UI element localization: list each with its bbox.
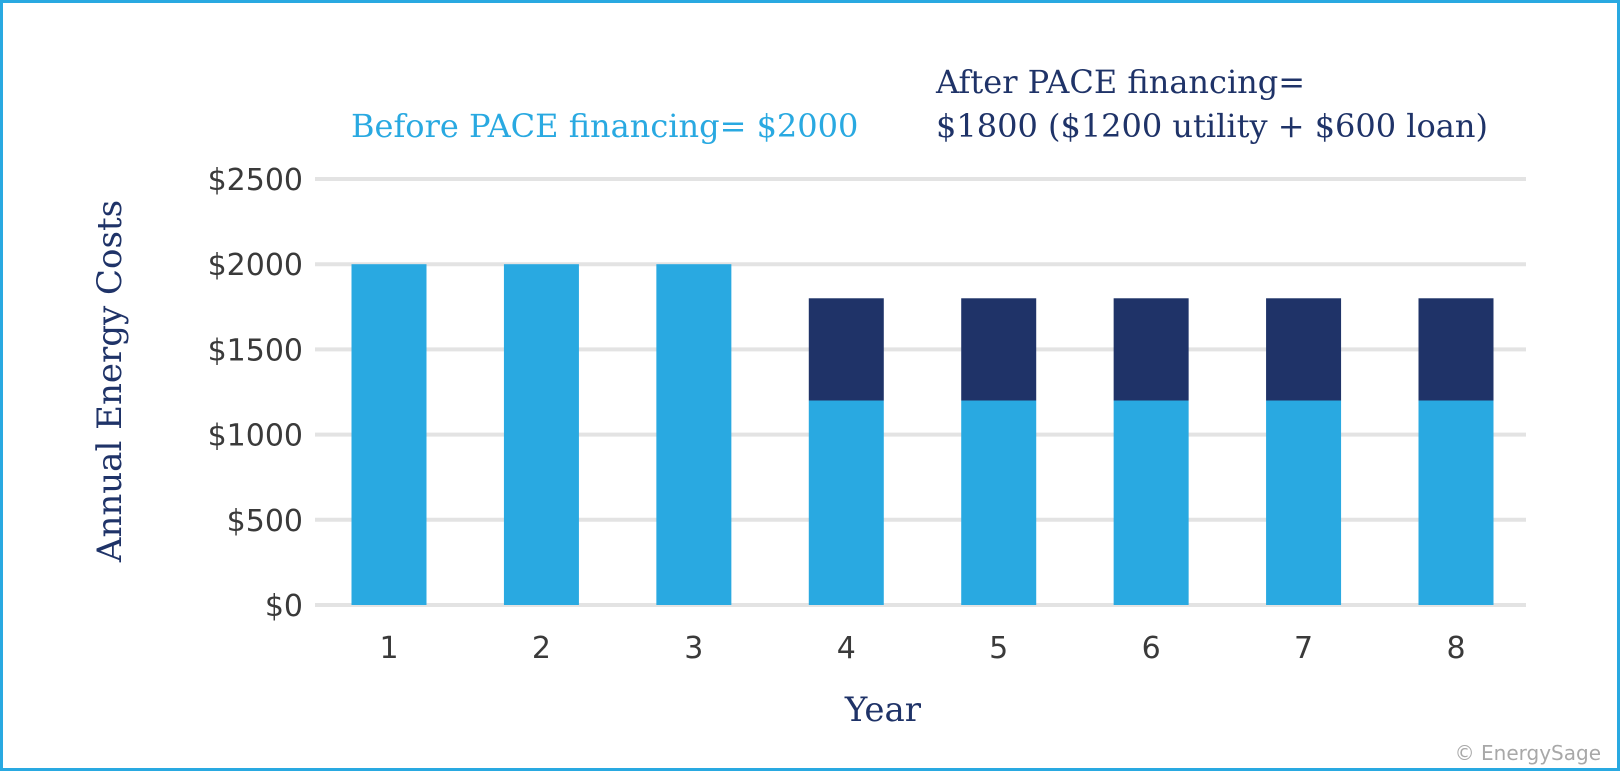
bar-segment-base [351,264,427,605]
bar-segment-top [961,298,1037,401]
x-tick-label: 6 [1142,631,1161,666]
y-tick-label: $1000 [208,419,303,454]
x-tick-label: 3 [684,631,703,666]
x-axis-title: Year [844,690,922,730]
y-tick-label: $2500 [208,163,303,198]
x-tick-label: 5 [989,631,1008,666]
x-tick-label: 1 [379,631,398,666]
y-tick-label: $2000 [208,248,303,283]
bar-chart: $0 $500 $1000 $1500 $2000 $2500 1 2 3 4 5 6 7 8 Annu… [90,63,1601,765]
y-tick-label: $500 [227,504,303,539]
x-tick-label: 4 [837,631,856,666]
gridlines [315,177,1526,607]
bar-segment-base [961,400,1037,605]
y-tick-label: $1500 [208,333,303,368]
x-tick-labels: 1 2 3 4 5 6 7 8 [379,631,1465,666]
bar-segment-base [503,264,579,605]
bar-segment-base [1266,400,1342,605]
x-tick-label: 8 [1446,631,1465,666]
bar-segment-base [656,264,732,605]
bar-segment-base [1418,400,1494,605]
annotation-before-pace: Before PACE financing= $2000 [351,107,858,145]
x-tick-label: 2 [532,631,551,666]
annotation-after-pace-line2: $1800 ($1200 utility + $600 loan) [936,107,1488,145]
y-tick-labels: $0 $500 $1000 $1500 $2000 $2500 [208,163,303,624]
credit-text: © EnergySage [1455,741,1601,765]
bar-segment-base [808,400,884,605]
bar-segment-top [1418,298,1494,401]
y-axis-title: Annual Energy Costs [90,200,130,563]
x-tick-label: 7 [1294,631,1313,666]
bar-segment-top [1266,298,1342,401]
bar-segment-top [808,298,884,401]
annotation-after-pace-line1: After PACE financing= [935,63,1305,101]
bar-segment-base [1113,400,1189,605]
bar-segment-top [1113,298,1189,401]
bars [351,264,1494,605]
y-tick-label: $0 [265,589,303,624]
